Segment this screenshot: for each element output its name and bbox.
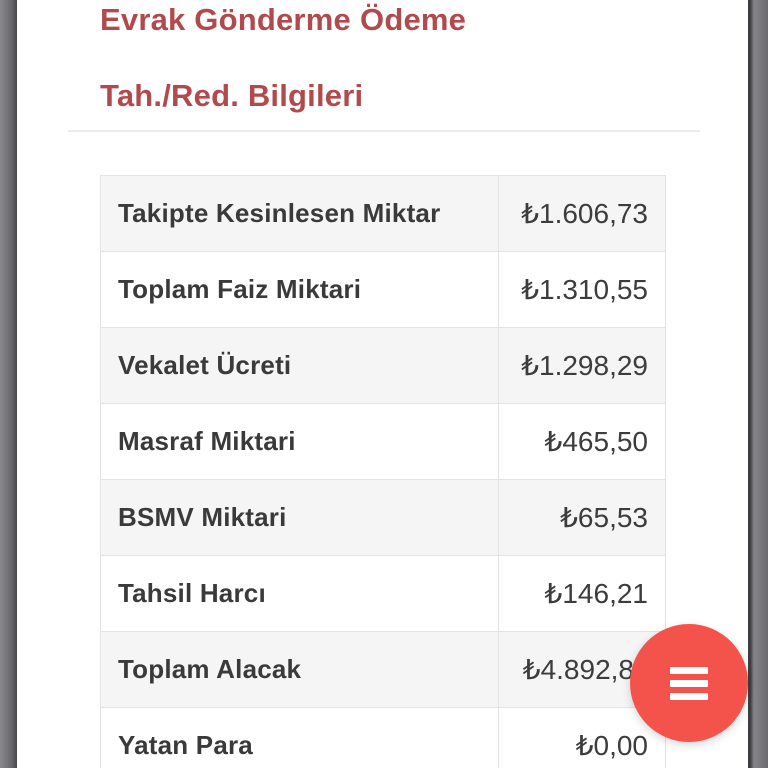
table-row: Tahsil Harcı ₺146,21 (100, 555, 666, 632)
right-bezel-strip (748, 0, 768, 768)
row-value: ₺1.298,29 (498, 327, 666, 404)
table-row: Masraf Miktari ₺465,50 (100, 403, 666, 480)
row-label: Toplam Alacak (100, 631, 499, 708)
hamburger-menu-icon (670, 661, 708, 706)
tab-tah-red-bilgileri[interactable]: Tah./Red. Bilgileri (100, 78, 364, 113)
row-value: ₺65,53 (498, 479, 666, 556)
row-label: Yatan Para (100, 707, 499, 768)
row-value: ₺1.310,55 (498, 251, 666, 328)
row-value: ₺1.606,73 (498, 175, 666, 252)
row-label: Vekalet Ücreti (100, 327, 499, 404)
row-value: ₺465,50 (498, 403, 666, 480)
tab-bar-divider (68, 130, 700, 132)
row-label: Takipte Kesinlesen Miktar (100, 175, 499, 252)
row-label: Tahsil Harcı (100, 555, 499, 632)
row-label: BSMV Miktari (100, 479, 499, 556)
row-label: Masraf Miktari (100, 403, 499, 480)
left-bezel-strip (0, 0, 17, 768)
row-value: ₺146,21 (498, 555, 666, 632)
table-row: BSMV Miktari ₺65,53 (100, 479, 666, 556)
tab-odeme[interactable]: Ödeme (360, 2, 467, 37)
table-row: Toplam Alacak ₺4.892,8 (100, 631, 666, 708)
table-row: Vekalet Ücreti ₺1.298,29 (100, 327, 666, 404)
amounts-table: Takipte Kesinlesen Miktar ₺1.606,73 Toplam… (100, 175, 666, 768)
row-value: ₺0,00 (498, 707, 666, 768)
menu-fab-button[interactable] (630, 624, 748, 742)
table-row: Toplam Faiz Miktari ₺1.310,55 (100, 251, 666, 328)
tab-evrak-gonderme[interactable]: Evrak Gönderme (100, 2, 351, 37)
table-row: Yatan Para ₺0,00 (100, 707, 666, 768)
table-row: Takipte Kesinlesen Miktar ₺1.606,73 (100, 175, 666, 252)
row-label: Toplam Faiz Miktari (100, 251, 499, 328)
